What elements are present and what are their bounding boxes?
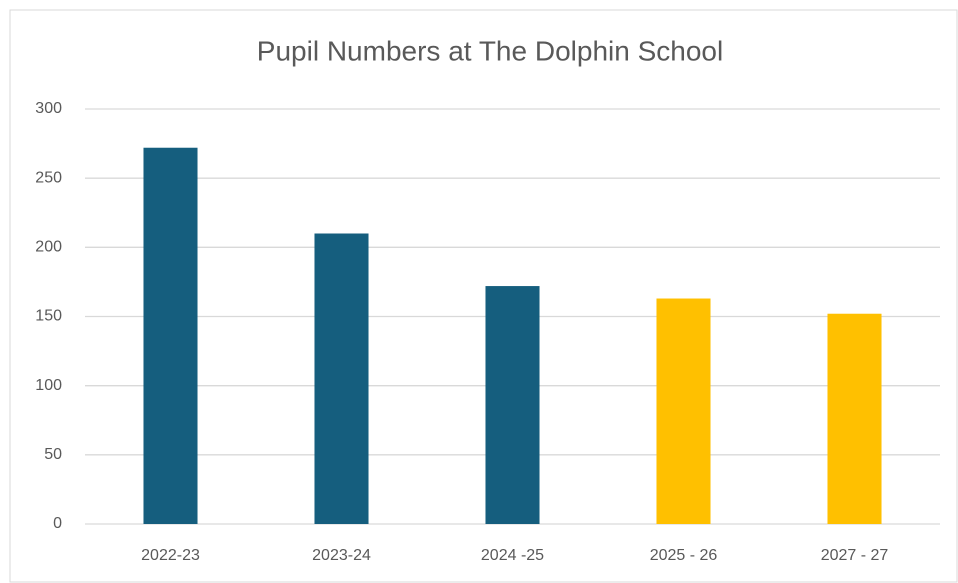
- x-tick-label: 2025 - 26: [650, 547, 718, 564]
- y-tick-label: 300: [35, 100, 62, 117]
- bar: [485, 286, 540, 524]
- y-tick-label: 0: [53, 515, 62, 532]
- y-tick-label: 200: [35, 239, 62, 256]
- bar: [143, 147, 198, 524]
- y-tick-label: 100: [35, 377, 62, 394]
- bar: [314, 233, 369, 524]
- x-tick-label: 2027 - 27: [821, 547, 889, 564]
- x-tick-label: 2024 -25: [481, 547, 544, 564]
- chart-title: Pupil Numbers at The Dolphin School: [257, 35, 723, 66]
- y-tick-label: 150: [35, 308, 62, 325]
- x-tick-label: 2023-24: [312, 547, 371, 564]
- y-tick-label: 250: [35, 169, 62, 186]
- bar: [656, 298, 711, 524]
- bar: [827, 313, 882, 524]
- x-tick-label: 2022-23: [141, 547, 200, 564]
- y-tick-label: 50: [44, 446, 62, 463]
